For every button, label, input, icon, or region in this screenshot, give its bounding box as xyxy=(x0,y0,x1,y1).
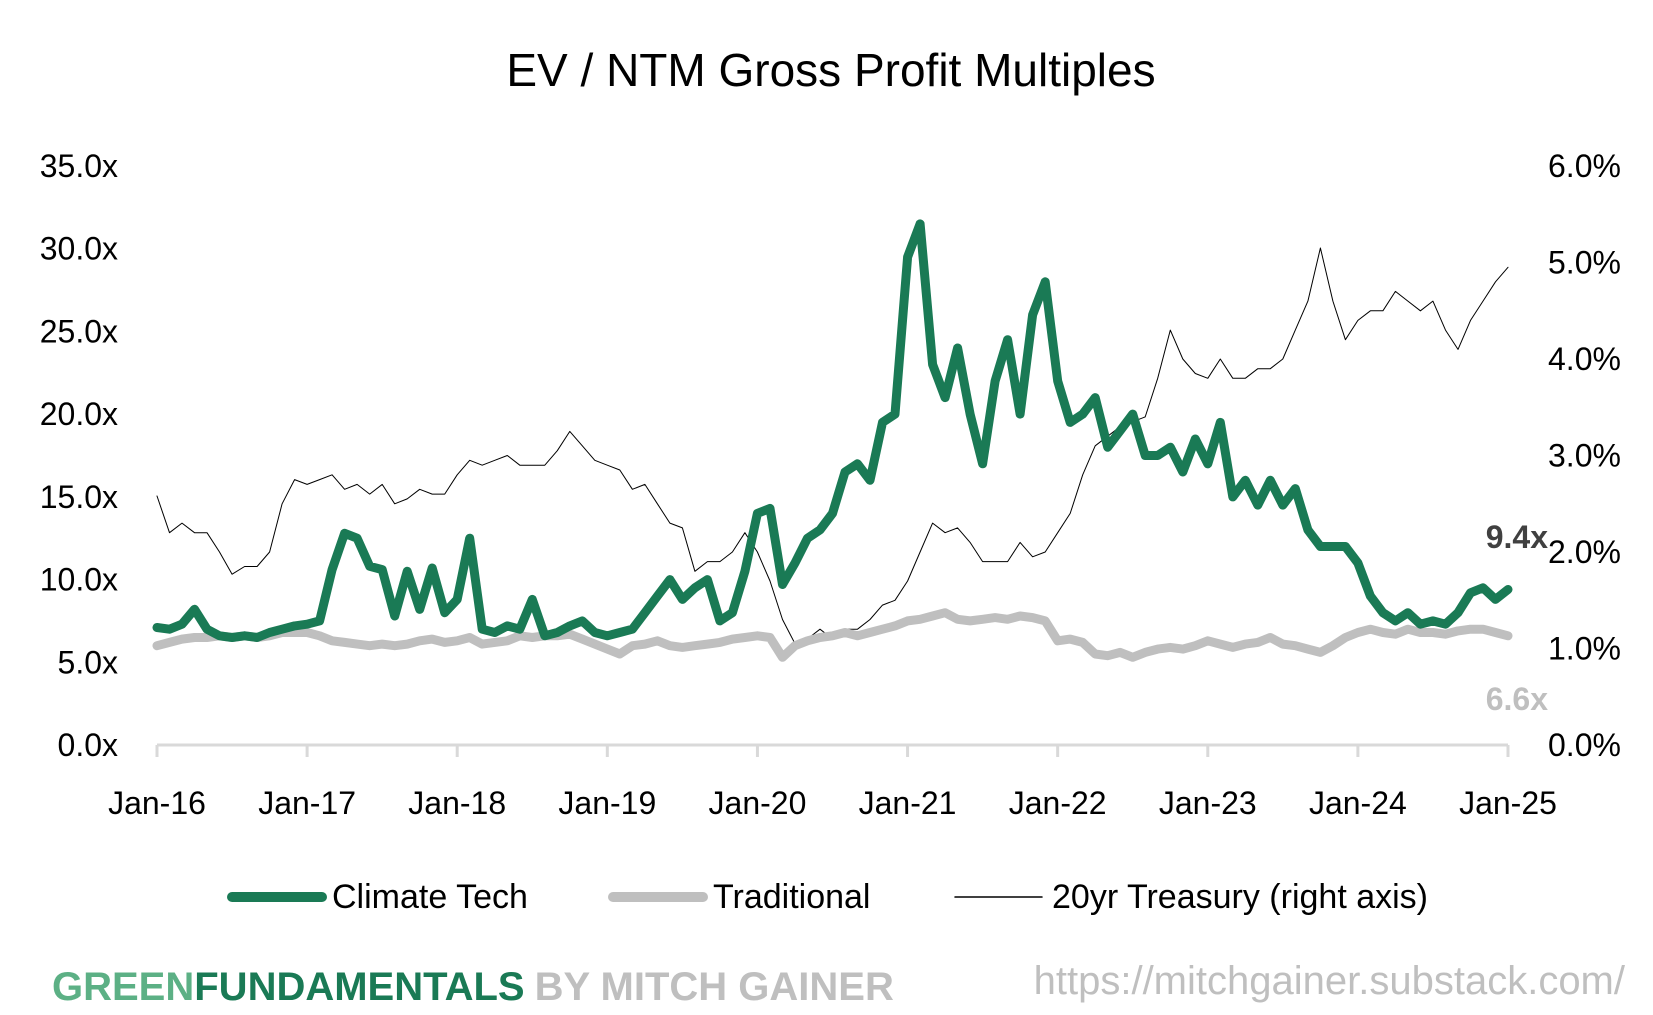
brand-green: GREEN xyxy=(52,965,194,1009)
y-right-tick-label: 4.0% xyxy=(1548,341,1621,377)
legend-label: Traditional xyxy=(713,878,870,916)
x-tick-label: Jan-17 xyxy=(258,785,356,821)
legend: Climate Tech Traditional 20yr Treasury (ri… xyxy=(227,878,1428,916)
legend-label: 20yr Treasury (right axis) xyxy=(1052,878,1428,916)
series-line-20yr-treasury-right-axis xyxy=(156,247,1509,645)
x-tick-label: Jan-19 xyxy=(558,785,656,821)
end-labels: 9.4x 6.6x xyxy=(1486,519,1548,717)
y-left-tick-label: 10.0x xyxy=(40,562,118,598)
y-right-tick-label: 1.0% xyxy=(1548,631,1621,667)
series-lines xyxy=(152,219,1513,662)
x-tick-label: Jan-22 xyxy=(1009,785,1107,821)
y-left-tick-label: 15.0x xyxy=(40,479,118,515)
y-left-tick-label: 20.0x xyxy=(40,396,118,432)
chart-title: EV / NTM Gross Profit Multiples xyxy=(506,44,1155,96)
y-left-tick-label: 5.0x xyxy=(58,644,118,680)
y-axis-right: 0.0% 1.0% 2.0% 3.0% 4.0% 5.0% 6.0% xyxy=(1548,148,1621,763)
x-tick-label: Jan-23 xyxy=(1159,785,1257,821)
x-axis: Jan-16 Jan-17 Jan-18 Jan-19 Jan-20 Jan-21 Jan-… xyxy=(108,743,1557,821)
end-label-climate-tech: 9.4x xyxy=(1486,519,1548,555)
y-left-tick-label: 0.0x xyxy=(58,727,118,763)
x-tick-label: Jan-21 xyxy=(859,785,957,821)
brand-logo: GREENFUNDAMENTALS BY MITCH GAINER xyxy=(52,965,894,1009)
series-line-traditional xyxy=(152,608,1513,662)
x-tick-label: Jan-16 xyxy=(108,785,206,821)
footer-url: https://mitchgainer.substack.com/ xyxy=(1034,959,1626,1003)
y-right-tick-label: 6.0% xyxy=(1548,148,1621,184)
y-axis-left: 0.0x 5.0x 10.0x 15.0x 20.0x 25.0x 30.0x 35.0x xyxy=(40,148,118,763)
y-left-tick-label: 35.0x xyxy=(40,148,118,184)
y-right-tick-label: 0.0% xyxy=(1548,727,1621,763)
x-tick-label: Jan-18 xyxy=(408,785,506,821)
series-line-climate-tech xyxy=(152,219,1513,642)
brand-by: BY MITCH GAINER xyxy=(535,965,894,1009)
x-tick-label: Jan-24 xyxy=(1309,785,1407,821)
y-right-tick-label: 3.0% xyxy=(1548,438,1621,474)
legend-label: Climate Tech xyxy=(332,878,528,916)
brand-fundamentals: FUNDAMENTALS xyxy=(194,965,524,1009)
x-tick-label: Jan-20 xyxy=(709,785,807,821)
y-left-tick-label: 25.0x xyxy=(40,313,118,349)
y-right-tick-label: 5.0% xyxy=(1548,245,1621,281)
footer-brand: GREENFUNDAMENTALS BY MITCH GAINER https:/… xyxy=(52,959,1626,1009)
y-right-tick-label: 2.0% xyxy=(1548,534,1621,570)
end-label-traditional: 6.6x xyxy=(1486,681,1548,717)
x-tick-label: Jan-25 xyxy=(1459,785,1557,821)
y-left-tick-label: 30.0x xyxy=(40,231,118,267)
